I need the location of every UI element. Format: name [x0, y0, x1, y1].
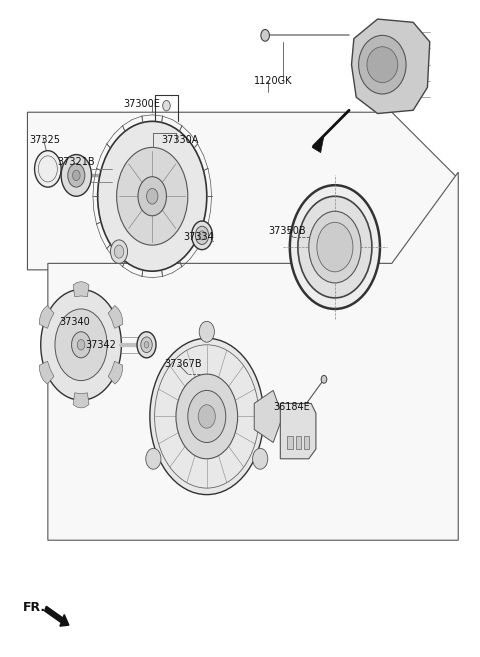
Circle shape: [72, 170, 80, 181]
Text: 1120GK: 1120GK: [254, 76, 293, 86]
FancyBboxPatch shape: [296, 436, 301, 449]
Circle shape: [138, 177, 167, 215]
Text: 37321B: 37321B: [57, 158, 95, 168]
Circle shape: [61, 154, 92, 196]
Circle shape: [72, 332, 91, 358]
Polygon shape: [39, 361, 54, 384]
Circle shape: [199, 231, 205, 240]
Circle shape: [163, 101, 170, 111]
Text: 37367B: 37367B: [164, 359, 202, 369]
Polygon shape: [73, 393, 89, 408]
Circle shape: [321, 375, 327, 383]
Circle shape: [195, 226, 209, 244]
Text: 37330A: 37330A: [162, 135, 199, 145]
Polygon shape: [73, 282, 89, 297]
Polygon shape: [108, 361, 123, 384]
FancyBboxPatch shape: [288, 436, 293, 449]
Circle shape: [309, 212, 361, 283]
Polygon shape: [254, 390, 283, 443]
Circle shape: [55, 309, 107, 380]
Polygon shape: [312, 136, 324, 152]
Circle shape: [41, 290, 121, 400]
Text: 36184E: 36184E: [273, 401, 310, 412]
Text: 37350B: 37350B: [268, 226, 306, 236]
Circle shape: [110, 240, 128, 263]
Circle shape: [141, 337, 152, 353]
Circle shape: [192, 221, 213, 250]
Circle shape: [188, 390, 226, 443]
Polygon shape: [280, 403, 316, 459]
Circle shape: [77, 340, 85, 350]
Text: 37325: 37325: [29, 135, 60, 145]
Circle shape: [317, 222, 353, 272]
Circle shape: [97, 122, 207, 271]
Text: 37340: 37340: [60, 317, 90, 327]
FancyBboxPatch shape: [303, 436, 309, 449]
Circle shape: [117, 147, 188, 245]
Circle shape: [146, 448, 161, 469]
Ellipse shape: [359, 35, 406, 94]
Circle shape: [252, 448, 268, 469]
Polygon shape: [48, 172, 458, 540]
Circle shape: [290, 185, 380, 309]
Circle shape: [298, 196, 372, 298]
Polygon shape: [108, 306, 123, 328]
Polygon shape: [27, 112, 458, 270]
Circle shape: [261, 30, 269, 41]
Polygon shape: [351, 19, 430, 114]
Text: 37300E: 37300E: [124, 99, 161, 109]
Circle shape: [198, 405, 216, 428]
Circle shape: [114, 245, 124, 258]
Text: FR.: FR.: [23, 601, 46, 614]
Text: 37334: 37334: [183, 233, 214, 242]
Polygon shape: [39, 306, 54, 328]
Circle shape: [35, 150, 61, 187]
Circle shape: [137, 332, 156, 358]
Circle shape: [144, 342, 149, 348]
Circle shape: [150, 338, 264, 495]
Text: 37342: 37342: [86, 340, 117, 350]
Circle shape: [68, 164, 85, 187]
Circle shape: [199, 321, 215, 342]
Circle shape: [176, 374, 238, 459]
Circle shape: [146, 189, 158, 204]
Ellipse shape: [367, 47, 398, 83]
FancyArrow shape: [45, 606, 69, 626]
